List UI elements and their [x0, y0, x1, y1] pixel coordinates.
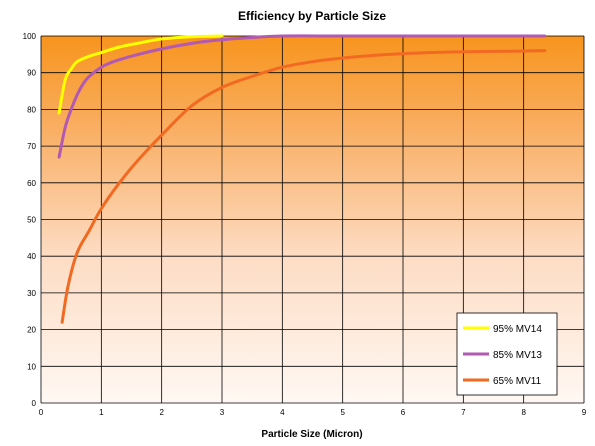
x-tick-label: 8 — [521, 408, 526, 417]
y-tick-label: 80 — [27, 105, 36, 114]
y-tick-label: 90 — [27, 69, 36, 78]
y-tick-label: 50 — [27, 216, 36, 225]
x-tick-label: 6 — [401, 408, 406, 417]
x-tick-label: 0 — [39, 408, 44, 417]
x-tick-label: 2 — [159, 408, 164, 417]
x-tick-label: 1 — [99, 408, 104, 417]
y-tick-label: 20 — [27, 326, 36, 335]
x-tick-label: 7 — [461, 408, 466, 417]
y-tick-label: 10 — [27, 362, 36, 371]
y-tick-label: 100 — [23, 32, 37, 41]
y-tick-label: 40 — [27, 252, 36, 261]
x-tick-label: 3 — [220, 408, 225, 417]
x-tick-label: 4 — [280, 408, 285, 417]
series-line-85-mv13 — [57, 34, 547, 159]
series-line-65-mv11 — [60, 49, 547, 324]
x-tick-label: 5 — [340, 408, 345, 417]
legend: 95% MV14 85% MV13 65% MV11 — [456, 312, 558, 396]
legend-label: 95% MV14 — [493, 324, 542, 335]
chart-title: Efficiency by Particle Size — [238, 9, 386, 23]
y-tick-label: 70 — [27, 142, 36, 151]
legend-label: 65% MV11 — [493, 376, 542, 387]
series-line-95-mv14 — [57, 34, 224, 115]
x-axis-label: Particle Size (Micron) — [261, 429, 362, 440]
x-tick-label: 9 — [582, 408, 587, 417]
legend-label: 85% MV13 — [493, 350, 542, 361]
y-tick-label: 30 — [27, 289, 36, 298]
y-tick-label: 0 — [32, 399, 37, 408]
y-tick-label: 60 — [27, 179, 36, 188]
